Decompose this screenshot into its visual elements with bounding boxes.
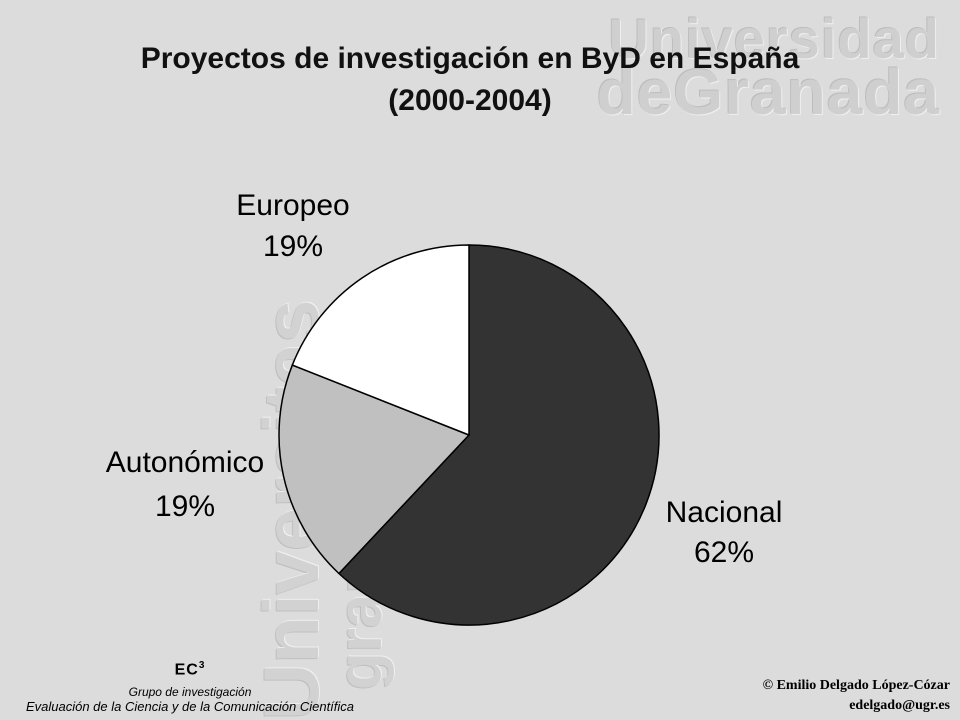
logo-line2: Evaluación de la Ciencia y de la Comunic… xyxy=(25,699,355,715)
slice-value-label: 62% xyxy=(694,536,754,569)
ec3-mark-text: EC xyxy=(174,661,199,679)
pie-slice-europeo xyxy=(291,244,470,437)
author-email: edelgado@ugr.es xyxy=(849,698,950,714)
pie-slice-autonomico xyxy=(278,364,471,575)
slice-label: Europeo xyxy=(236,189,349,222)
author-credit: © Emilio Delgado López-Cózar edelgado@ug… xyxy=(763,676,950,717)
slice-label: Autonómico xyxy=(106,446,264,479)
ec3-logo: EC3 Grupo de investigación Evaluación de… xyxy=(0,660,380,714)
chart-title-line2: (2000-2004) xyxy=(388,84,552,117)
slice-value-label: 19% xyxy=(263,230,323,263)
slice-label: Nacional xyxy=(666,496,783,529)
chart-title-line1: Proyectos de investigación en ByD en Esp… xyxy=(140,42,800,75)
watermark-top-line2: deGranada xyxy=(596,56,940,129)
pie-labels: Nacional 62% Autonómico 19% Europeo 19% xyxy=(106,189,783,569)
logo-line1: Grupo de investigación xyxy=(128,685,252,700)
pie-slice-nacional xyxy=(337,244,660,626)
chart-title: Proyectos de investigación en ByD en Esp… xyxy=(40,38,900,122)
slice-value-label: 19% xyxy=(155,490,215,523)
watermark-top-line1: Universidad xyxy=(608,7,940,70)
ec3-mark: EC3 xyxy=(0,660,380,679)
pie-slices xyxy=(278,244,660,626)
university-watermark: Universidad deGranada xyxy=(596,7,940,129)
ec3-mark-sup: 3 xyxy=(198,660,206,671)
author-name: © Emilio Delgado López-Cózar xyxy=(762,678,950,693)
